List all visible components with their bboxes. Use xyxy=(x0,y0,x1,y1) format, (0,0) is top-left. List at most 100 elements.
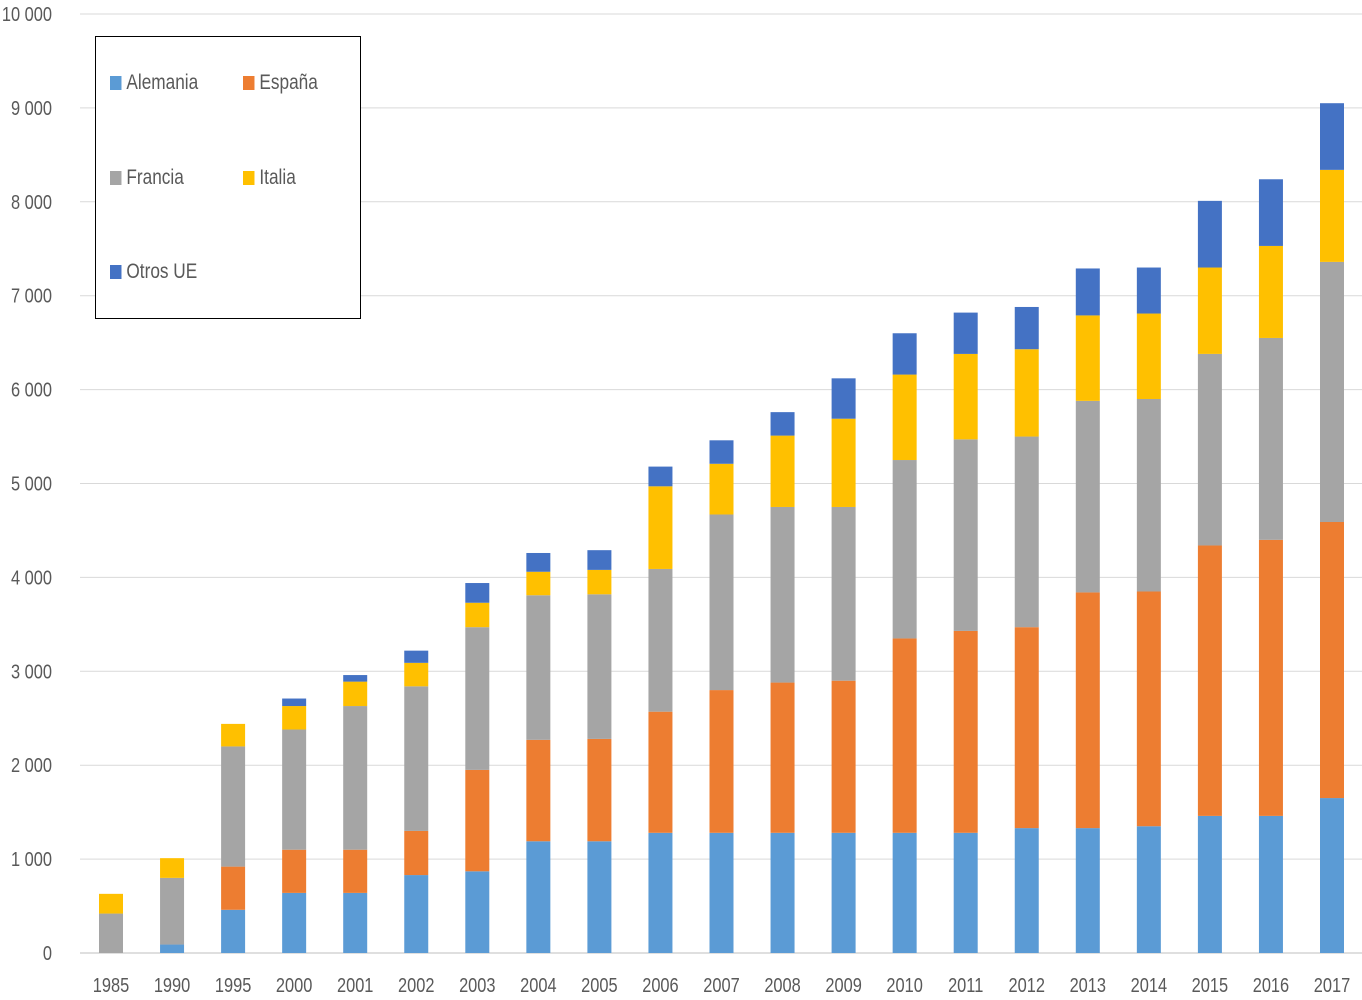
legend: Alemania España Francia Italia Otros UE xyxy=(95,36,361,319)
bar-segment-otros-ue xyxy=(282,698,307,707)
bar-segment-alemania xyxy=(526,841,551,953)
bar-segment-españa xyxy=(648,711,673,833)
bar-segment-españa xyxy=(343,849,368,893)
bar-segment-italia xyxy=(648,486,673,569)
x-tick-label: 2006 xyxy=(642,973,678,996)
bar-segment-francia xyxy=(343,706,368,850)
bar-segment-españa xyxy=(282,849,307,893)
bar-segment-españa xyxy=(953,630,978,833)
bar-segment-italia xyxy=(1136,313,1161,399)
y-tick-label: 5 000 xyxy=(11,472,52,495)
x-tick-label: 2012 xyxy=(1009,973,1045,996)
bar-segment-alemania xyxy=(160,944,185,953)
y-tick-label: 1 000 xyxy=(11,848,52,871)
bar-segment-alemania xyxy=(465,871,490,953)
bar-segment-italia xyxy=(770,435,795,507)
bar-segment-alemania xyxy=(1014,828,1039,953)
bar-segment-francia xyxy=(953,439,978,631)
bar-segment-francia xyxy=(831,506,856,681)
bar-segment-españa xyxy=(709,690,734,833)
bar-segment-otros-ue xyxy=(770,412,795,436)
bar-segment-italia xyxy=(282,706,307,730)
x-tick-label: 2007 xyxy=(703,973,739,996)
legend-label: Otros UE xyxy=(126,260,198,283)
x-tick-label: 2010 xyxy=(886,973,922,996)
bar-segment-alemania xyxy=(1320,798,1344,953)
bar-segment-italia xyxy=(465,602,490,628)
bar-segment-alemania xyxy=(892,832,917,953)
x-tick-label: 2005 xyxy=(581,973,617,996)
bar-segment-francia xyxy=(282,729,307,850)
bar-segment-alemania xyxy=(1136,826,1161,953)
bar-segment-alemania xyxy=(282,892,307,953)
y-tick-label: 10 000 xyxy=(2,2,52,25)
y-tick-label: 2 000 xyxy=(11,754,52,777)
bar-segment-italia xyxy=(831,418,856,507)
y-axis-ticks: 0 1 000 2 000 3 000 4 000 5 000 6 000 7 000 8 00… xyxy=(2,2,52,964)
bar-segment-francia xyxy=(892,460,917,639)
legend-swatch xyxy=(243,171,255,185)
legend-label: Italia xyxy=(259,166,296,189)
bar-segment-otros-ue xyxy=(1014,306,1039,350)
bar-segment-españa xyxy=(1075,592,1100,829)
bar-segment-francia xyxy=(465,627,490,770)
bar-segment-italia xyxy=(526,571,551,596)
bar-segment-otros-ue xyxy=(343,675,368,682)
bar-segment-españa xyxy=(465,769,490,872)
bar-segment-españa xyxy=(1197,545,1222,816)
legend-label: España xyxy=(259,71,318,94)
x-tick-label: 2002 xyxy=(398,973,434,996)
bar-segment-alemania xyxy=(343,892,368,953)
y-tick-label: 0 xyxy=(43,941,52,964)
bar-segment-italia xyxy=(1197,267,1222,354)
bar-segment-francia xyxy=(1014,436,1039,628)
bar-segment-francia xyxy=(526,595,551,740)
bar-segment-italia xyxy=(1075,315,1100,401)
legend-label: Alemania xyxy=(126,71,199,94)
bar-segment-otros-ue xyxy=(526,552,551,572)
legend-item-italia: Italia xyxy=(243,166,296,190)
x-tick-label: 2001 xyxy=(337,973,373,996)
bar-segment-alemania xyxy=(953,832,978,953)
x-tick-label: 1990 xyxy=(154,973,190,996)
bar-segment-españa xyxy=(587,738,612,842)
legend-item-espana: España xyxy=(243,71,318,95)
x-tick-label: 1995 xyxy=(215,973,251,996)
x-tick-label: 2003 xyxy=(459,973,495,996)
bar-segment-alemania xyxy=(221,909,246,953)
bar-segment-españa xyxy=(770,682,795,833)
x-tick-label: 2011 xyxy=(948,973,983,996)
bar-segment-otros-ue xyxy=(831,378,856,419)
bar-segment-otros-ue xyxy=(404,650,429,663)
bar-segment-otros-ue xyxy=(1258,179,1283,246)
bar-segment-italia xyxy=(343,681,368,707)
y-tick-label: 3 000 xyxy=(11,660,52,683)
bar-segment-otros-ue xyxy=(892,333,917,375)
bar-segment-españa xyxy=(1136,591,1161,827)
y-tick-label: 9 000 xyxy=(11,96,52,119)
bar-segment-italia xyxy=(892,374,917,461)
bar-segment-otros-ue xyxy=(1197,200,1222,268)
bar-segment-francia xyxy=(770,506,795,683)
bar-segment-otros-ue xyxy=(465,583,490,603)
x-tick-label: 2015 xyxy=(1192,973,1228,996)
x-tick-label: 1985 xyxy=(93,973,129,996)
bar-segment-italia xyxy=(1258,245,1283,338)
bar-segment-italia xyxy=(221,723,246,747)
bar-segment-otros-ue xyxy=(953,312,978,354)
bar-segment-francia xyxy=(1075,400,1100,593)
bar-segment-españa xyxy=(1320,521,1344,799)
bar-segment-francia xyxy=(648,568,673,712)
legend-item-otros-ue: Otros UE xyxy=(110,260,197,284)
bar-segment-francia xyxy=(221,746,246,867)
bar-segment-italia xyxy=(953,353,978,440)
bar-segment-francia xyxy=(404,686,429,831)
y-tick-label: 4 000 xyxy=(11,566,52,589)
bar-segment-alemania xyxy=(709,832,734,953)
x-tick-label: 2008 xyxy=(764,973,800,996)
legend-item-alemania: Alemania xyxy=(110,71,198,95)
bar-segment-alemania xyxy=(1258,815,1283,953)
bar-segment-alemania xyxy=(831,832,856,953)
y-tick-label: 8 000 xyxy=(11,190,52,213)
bar-segment-alemania xyxy=(648,832,673,953)
